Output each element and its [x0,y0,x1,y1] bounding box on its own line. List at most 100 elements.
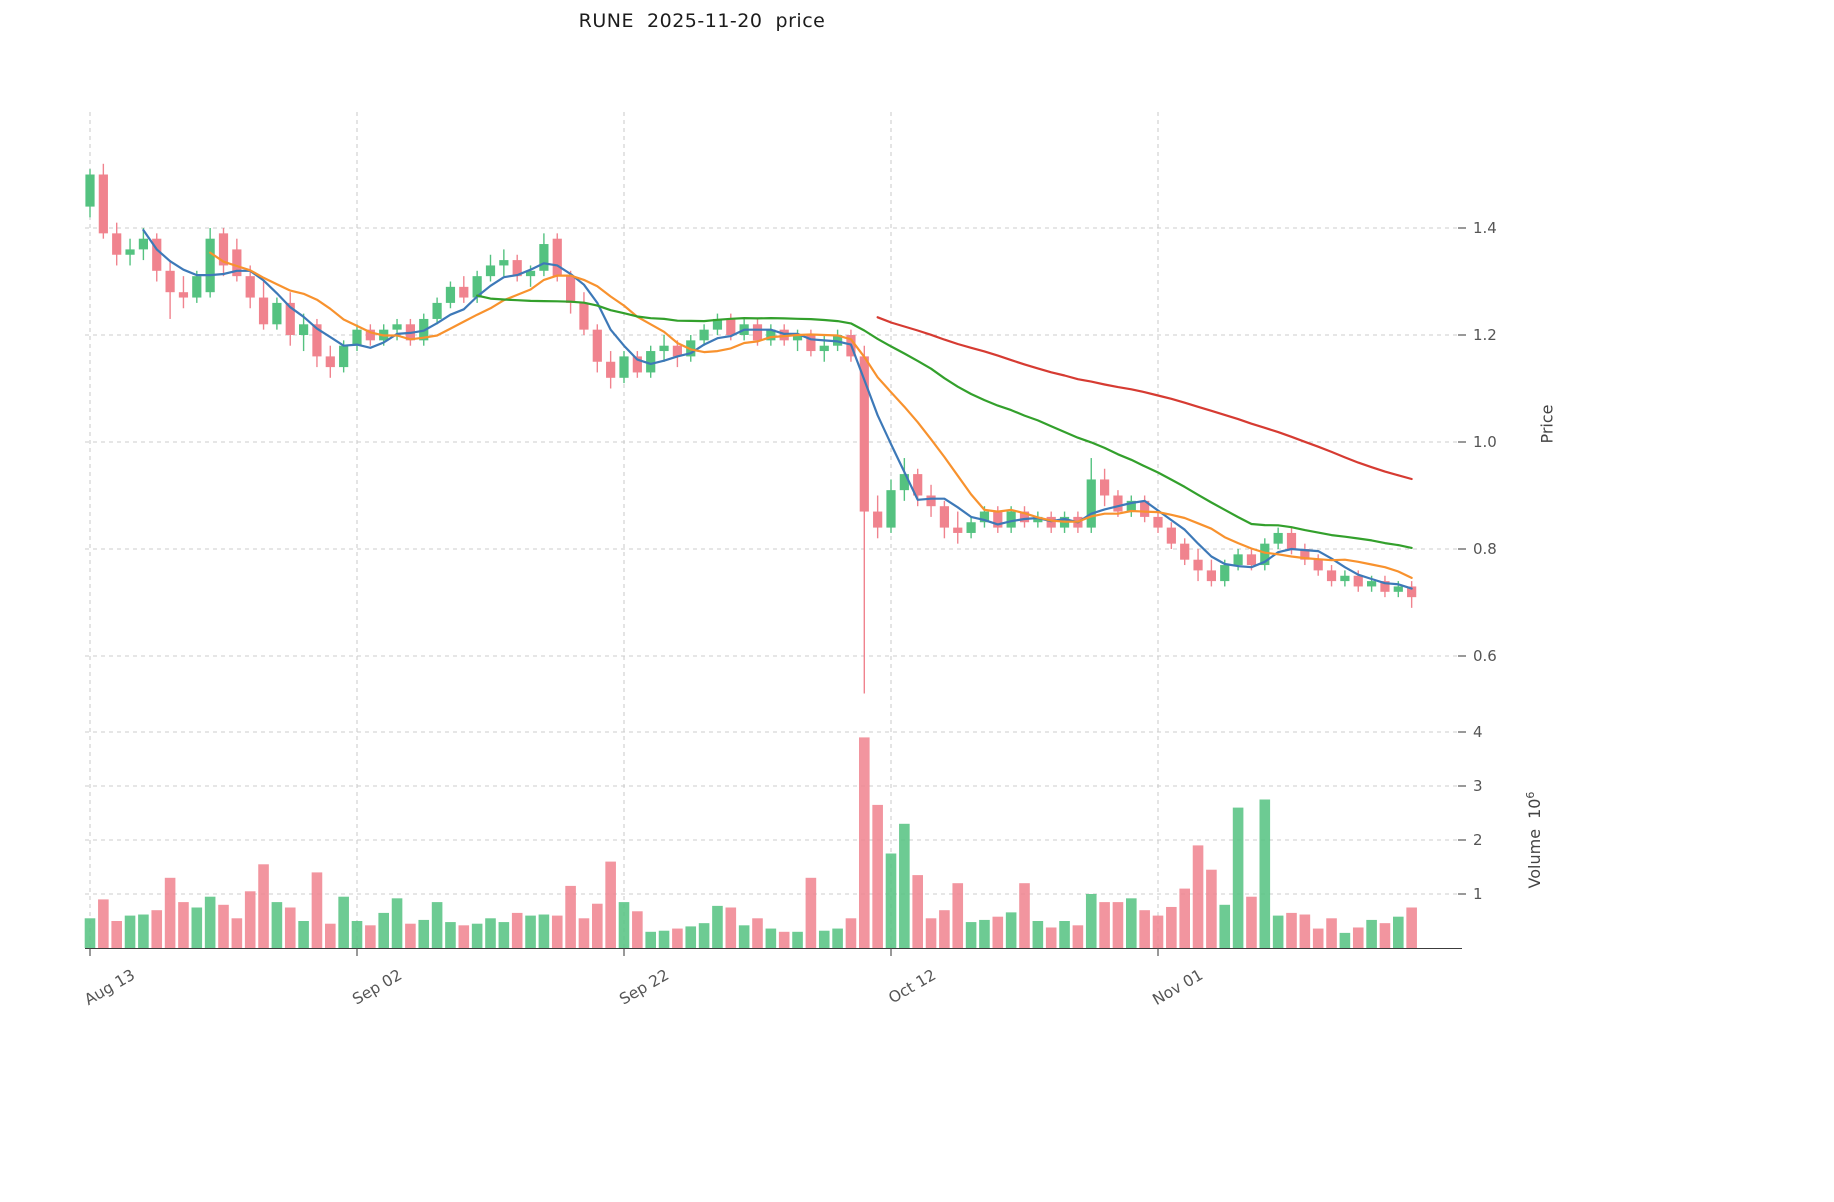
candle-body [979,511,990,523]
volume-bar [618,902,630,948]
volume-bar [1085,894,1097,948]
volume-bar [805,877,817,948]
candle-body [152,238,162,271]
volume-bar [845,918,857,948]
candle-body [913,474,923,496]
volume-scale-base: 10 [1525,798,1545,819]
candle-body [899,474,909,491]
volume-bar [1192,845,1204,948]
volume-bar [1326,918,1337,948]
volume-scale-exponent: 6 [1523,791,1537,799]
volume-bar [111,921,122,948]
x-tick-label: Oct 12 [885,966,939,1007]
volume-bar [1393,916,1404,948]
candle-body [659,345,669,352]
candle-body [646,351,656,373]
volume-bar [925,918,937,948]
price-tick-label: 1.4 [1473,219,1497,237]
candle-body [993,511,1003,528]
volume-bar [818,930,830,948]
volume-bar [271,902,283,948]
volume-bar [204,896,216,948]
candle-body [1286,532,1297,549]
candle-body [112,233,122,255]
volume-bar [551,915,563,948]
candle-body [606,361,616,378]
price-tick-label: 0.8 [1473,540,1497,558]
volume-bar [885,853,897,948]
candle-body [432,302,442,319]
candle-body [886,490,896,528]
candle-body [566,276,576,303]
volume-tick-label: 1 [1473,885,1483,903]
candle-body [512,260,522,277]
candle-body [525,270,536,277]
candle-body [178,292,189,298]
volume-bar [365,925,376,948]
volume-bar [899,823,910,948]
volume-bar [1312,928,1324,948]
x-tick-label: Sep 02 [349,966,405,1009]
candle-body [1220,565,1230,582]
candle-body [165,270,175,293]
candle-body [819,345,829,352]
candle-body [966,522,976,533]
candle-body [1260,543,1270,566]
volume-bar [1272,915,1284,948]
volume-bar [792,931,803,948]
candle-body [619,356,629,378]
volume-bar [98,899,109,948]
candle-body [472,276,482,298]
volume-bar [458,925,470,948]
volume-bar [471,923,483,948]
candle-body [1300,549,1310,560]
x-tick-label: Sep 22 [616,966,672,1009]
candle-body [485,265,496,277]
volume-bar [525,915,536,948]
volume-axis-label: Volume 106 [1524,792,1544,889]
volume-bar [151,910,163,948]
candle-body [552,238,562,277]
volume-bar [992,916,1004,948]
candle-body [352,329,362,346]
candle-body [312,324,322,357]
volume-bar [1352,927,1364,948]
volume-tick-label: 3 [1473,777,1483,795]
candle-body [192,276,202,298]
volume-bar [311,872,323,948]
volume-bar [445,922,456,948]
candle-body [1313,559,1323,571]
candle-body [726,318,736,335]
ma-line-ma60 [876,316,1413,481]
volume-bar [1339,932,1351,948]
volume-bar [1179,888,1190,948]
candle-body [499,260,509,266]
volume-bar [431,902,443,948]
volume-bar [1379,923,1391,948]
volume-bar [979,919,990,948]
candle-body [1180,543,1190,560]
volume-bar [1032,921,1044,948]
volume-bar [1366,919,1377,948]
candle-body [205,238,215,293]
candle-body [592,329,602,362]
candle-body [1340,575,1350,582]
candle-body [1140,500,1150,517]
volume-bar [578,918,590,948]
candle-body [792,335,803,341]
volume-bar [685,926,697,948]
volume-bar [178,902,189,948]
candle-body [579,302,589,330]
volume-bar [258,864,269,948]
volume-bar [738,925,750,948]
volume-bar [1406,907,1417,948]
candle-body [85,174,95,207]
volume-bar [1045,927,1057,948]
volume-axis-text: Volume [1525,828,1545,889]
candle-body [258,297,269,325]
candle-body [445,286,456,303]
candle-body [1166,527,1176,544]
candle-body [1033,516,1043,523]
volume-bar [1152,915,1164,948]
